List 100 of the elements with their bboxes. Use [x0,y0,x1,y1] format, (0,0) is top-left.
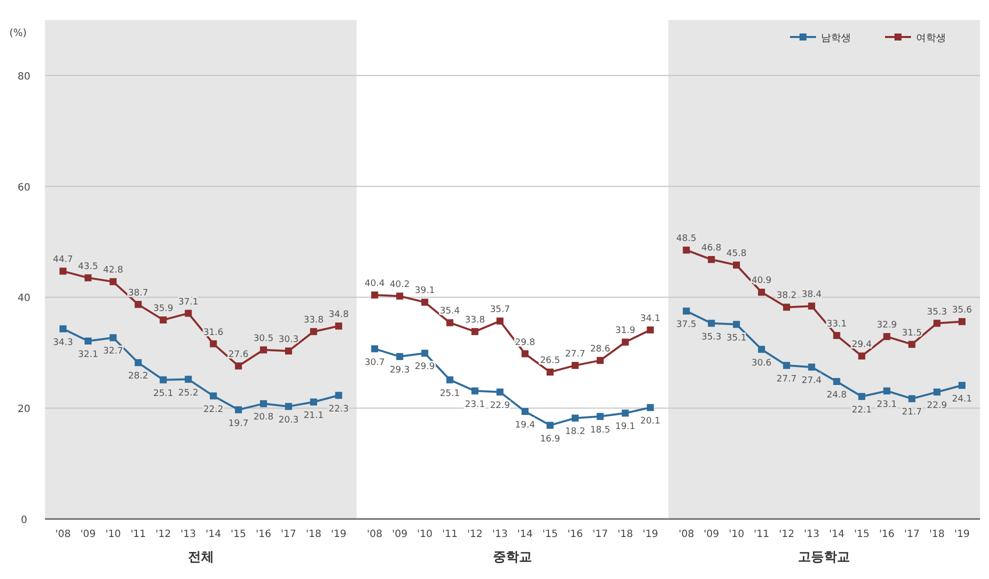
data-label: 33.8 [464,316,486,326]
x-tick-label: '13 [492,529,508,540]
data-label: 48.5 [676,234,696,244]
point [883,333,890,340]
x-tick-label: '16 [256,529,272,540]
data-label: 43.5 [78,262,98,272]
point [285,348,292,355]
data-label: 35.3 [701,332,722,342]
data-label: 42.8 [103,266,124,276]
point [783,362,790,369]
point [84,274,92,282]
data-label: 39.1 [414,286,435,296]
data-label: 37.1 [178,297,198,308]
point [622,410,629,417]
data-label: 29.3 [390,366,410,376]
point [758,346,766,353]
point [546,368,554,376]
point [908,340,916,348]
data-label: 35.4 [440,306,460,317]
data-label: 32.9 [876,320,898,331]
data-label: 46.8 [701,244,722,254]
point [858,352,866,360]
data-label: 22.2 [203,404,224,415]
point [732,320,740,328]
legend-label: 남학생 [821,33,851,44]
point [234,406,242,414]
x-axis-title: 고등학교 [798,550,850,565]
x-tick-label: '13 [804,529,820,540]
data-label: 33.1 [826,319,847,330]
data-label: 22.3 [328,404,349,414]
point [496,318,504,325]
point [210,392,217,400]
data-label: 35.7 [490,305,510,316]
point [160,376,167,384]
point [622,338,629,346]
data-label: 30.7 [364,358,385,368]
point [758,288,766,296]
point [160,316,167,324]
data-label: 29.9 [414,362,436,372]
x-tick-label: '10 [728,529,744,540]
point [833,332,840,339]
point [446,319,454,326]
data-label: 25.1 [440,388,460,399]
x-tick-label: '19 [330,529,346,540]
x-axis-title: 전체 [188,550,214,565]
data-label: 38.2 [776,291,797,302]
data-label: 30.6 [751,358,772,368]
point [933,320,940,327]
x-tick-label: '11 [754,529,770,540]
point [184,310,192,317]
point [572,362,579,369]
point [646,326,654,334]
x-tick-label: '12 [156,529,171,540]
point [496,388,504,396]
data-label: 20.1 [640,416,660,427]
data-label: 35.3 [926,307,947,318]
data-label: 21.1 [304,411,324,422]
data-label: 34.3 [52,338,74,348]
point [210,340,217,348]
data-label: 22.9 [926,401,948,412]
point [596,412,604,420]
x-tick-label: '15 [542,529,558,540]
data-label: 31.5 [902,328,922,338]
x-tick-label: '16 [567,529,583,540]
data-label: 24.8 [826,390,847,400]
data-label: 22.9 [490,401,510,412]
data-label: 34.8 [328,310,349,320]
x-axis-title: 중학교 [493,550,532,565]
y-tick-label: 80 [18,71,30,82]
x-tick-label: '18 [306,529,322,540]
data-label: 25.1 [153,388,174,399]
point [783,304,790,311]
point [808,302,816,310]
data-label: 25.2 [178,388,198,398]
data-label: 24.1 [952,394,972,404]
data-label: 19.1 [615,422,636,432]
point [335,322,342,330]
x-tick-label: '10 [417,529,433,540]
x-tick-label: '11 [130,529,146,540]
point [596,356,604,364]
data-label: 31.9 [615,326,636,336]
point [310,398,318,406]
data-label: 35.6 [952,306,972,316]
x-tick-label: '15 [230,529,246,540]
point [908,395,916,402]
x-tick-label: '08 [366,529,382,540]
legend-label: 여학생 [916,33,946,44]
x-tick-label: '09 [392,529,408,540]
data-label: 18.2 [565,427,586,438]
data-label: 35.9 [153,304,174,314]
data-label: 18.5 [590,425,610,436]
point [60,325,66,332]
point [958,382,966,389]
x-tick-label: '18 [929,529,945,540]
x-tick-label: '13 [180,529,196,540]
x-tick-label: '09 [704,529,720,540]
point [371,292,378,299]
point [933,388,940,396]
x-tick-label: '17 [280,529,296,540]
point [522,350,529,358]
